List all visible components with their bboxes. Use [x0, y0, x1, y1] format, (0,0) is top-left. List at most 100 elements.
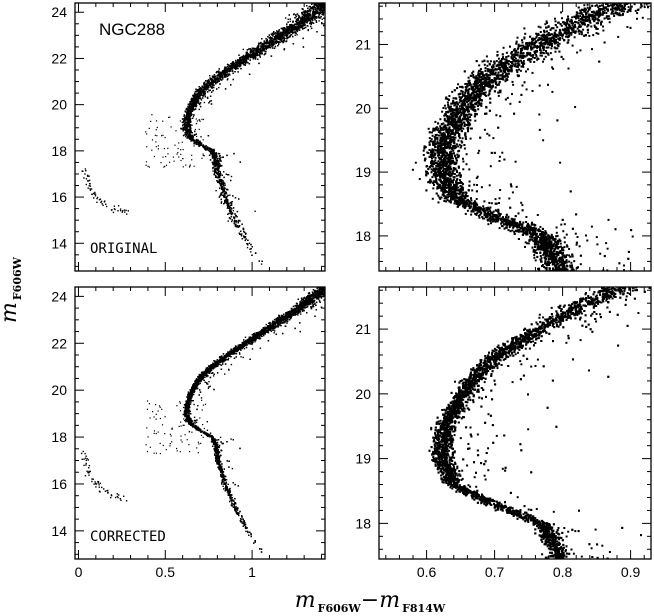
star-point: [250, 55, 253, 57]
star-point: [212, 153, 215, 155]
star-point: [307, 7, 309, 10]
star-point: [233, 66, 235, 68]
star-point: [244, 59, 247, 61]
star-point: [279, 35, 281, 37]
star-point: [215, 168, 218, 170]
star-point: [265, 46, 267, 48]
star-point: [255, 48, 257, 50]
star-point: [312, 19, 314, 21]
star-point: [223, 187, 226, 189]
star-point: [219, 73, 222, 75]
star-point: [238, 198, 240, 200]
star-point: [256, 46, 258, 48]
star-point: [251, 254, 253, 256]
star-point: [273, 38, 275, 41]
star-point: [190, 131, 192, 133]
star-point: [198, 86, 200, 88]
star-point: [261, 260, 263, 262]
star-point: [286, 23, 288, 25]
star-point: [227, 174, 230, 176]
star-point: [220, 182, 223, 184]
star-point: [290, 31, 292, 33]
star-point: [205, 149, 207, 151]
star-point: [222, 78, 224, 80]
star-point: [240, 233, 242, 235]
star-point: [216, 162, 218, 164]
star-point: [327, 9, 328, 10]
star-point: [294, 27, 296, 29]
star-point: [230, 207, 232, 209]
star-point: [227, 73, 229, 75]
star-point: [277, 41, 279, 43]
star-point: [293, 13, 295, 15]
star-point: [326, 7, 327, 8]
star-point: [314, 3, 316, 5]
star-point: [228, 203, 230, 205]
star-point: [191, 135, 193, 137]
star-point: [204, 94, 206, 96]
star-point: [207, 147, 210, 149]
star-point: [189, 125, 192, 127]
star-point: [282, 41, 284, 44]
star-point: [326, 7, 327, 8]
star-point: [303, 27, 305, 29]
star-point: [210, 91, 213, 93]
star-point: [303, 11, 305, 14]
star-point: [231, 68, 233, 70]
star-point: [253, 57, 256, 59]
star-point: [227, 205, 230, 207]
star-point: [243, 55, 245, 58]
star-point: [195, 104, 197, 106]
star-point: [246, 52, 248, 54]
star-point: [268, 34, 270, 36]
star-point: [196, 143, 198, 145]
star-point: [237, 220, 239, 222]
star-point: [318, 9, 321, 11]
star-point: [186, 130, 188, 132]
star-point: [273, 33, 275, 35]
star-point: [275, 37, 277, 40]
star-point: [223, 70, 225, 72]
star-point: [228, 68, 230, 70]
star-point: [219, 158, 221, 160]
star-point: [207, 88, 209, 90]
star-point: [214, 172, 216, 174]
star-point: [189, 121, 191, 124]
star-point: [226, 71, 228, 73]
star-point: [219, 185, 222, 187]
star-point: [189, 133, 191, 135]
star-point: [275, 42, 277, 44]
star-point: [208, 154, 211, 156]
star-point: [256, 53, 259, 56]
star-point: [273, 31, 275, 33]
star-point: [237, 65, 239, 67]
star-point: [312, 7, 314, 9]
star-point: [266, 39, 268, 42]
star-point: [312, 8, 314, 10]
star-point: [326, 8, 327, 9]
star-point: [276, 35, 279, 37]
star-point: [226, 79, 229, 81]
star-point: [233, 216, 235, 218]
star-point: [230, 210, 232, 212]
star-point: [310, 25, 312, 28]
star-point: [220, 198, 222, 201]
star-point: [306, 14, 308, 16]
star-point: [282, 35, 284, 37]
star-point: [296, 13, 299, 15]
star-point: [307, 19, 309, 21]
star-point: [185, 116, 188, 118]
star-point: [321, 9, 323, 11]
star-point: [281, 27, 283, 30]
star-point: [247, 53, 250, 55]
star-point: [189, 131, 191, 133]
star-point: [299, 27, 301, 29]
star-point: [215, 154, 218, 156]
star-point: [317, 7, 320, 9]
star-point: [210, 148, 212, 150]
star-point: [306, 5, 308, 7]
star-point: [229, 210, 231, 212]
star-point: [225, 74, 227, 77]
star-point: [222, 76, 224, 78]
